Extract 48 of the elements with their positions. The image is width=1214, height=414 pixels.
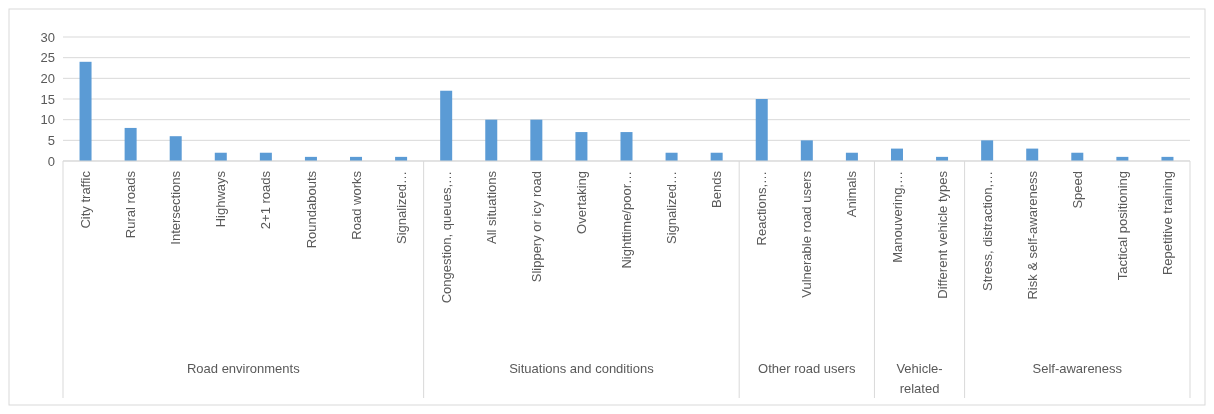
x-tick-label: Vulnerable road users [799,170,815,298]
x-tick-label: Overtaking [573,171,589,234]
x-tick-label: Intersections [168,170,184,245]
x-tick-label: Nighttime/poor… [619,171,635,269]
y-tick-label: 30 [40,29,55,45]
bar [620,132,633,161]
x-tick-label: Signalized… [393,171,409,244]
y-tick-label: 0 [47,153,55,169]
x-tick-label: Roundabouts [303,170,319,249]
x-tick-label: Tactical positioning [1114,171,1130,281]
x-tick-label: Slippery or icy road [528,171,544,283]
bar [124,127,137,161]
x-tick-label: Signalized… [664,171,680,244]
bar [755,99,768,161]
x-tick-label: Repetitive training [1160,171,1176,276]
x-tick-label: Speed [1069,171,1085,209]
x-tick-label: Bends [709,170,725,208]
bar [169,136,182,161]
x-tick-label: Different vehicle types [934,170,950,299]
bar [440,90,453,161]
x-tick-label: Manouvering,… [889,171,905,263]
bar [981,140,994,161]
text: Road environments [186,361,301,376]
bar [79,61,92,161]
x-tick-label: Road works [348,170,364,240]
text: Vehicle-related [896,361,943,396]
x-tick-label: 2+1 roads [258,170,274,230]
bar [485,119,498,161]
y-tick-label: 25 [40,50,55,66]
x-tick-label: City traffic [78,170,94,229]
y-tick-label: 5 [47,132,55,148]
x-tick-label: Rural roads [123,170,139,239]
text: Self-awareness [1032,361,1123,376]
text: Other road users [758,361,857,376]
x-tick-label: Reactions,… [754,171,770,246]
bar [530,119,543,161]
x-tick-label: Animals [844,170,860,218]
x-tick-label: Risk & self-awareness [1024,170,1040,300]
y-tick-label: 15 [40,91,55,107]
bar [575,132,588,161]
text: Situations and conditions [509,361,655,376]
x-tick-label: Highways [213,170,229,228]
x-tick-label: Congestion, queues,… [438,171,454,304]
y-tick-label: 10 [40,112,55,128]
x-tick-label: Stress, distraction,… [979,171,995,291]
y-tick-label: 20 [40,70,55,86]
bar [800,140,813,161]
x-tick-label: All situations [483,170,499,244]
